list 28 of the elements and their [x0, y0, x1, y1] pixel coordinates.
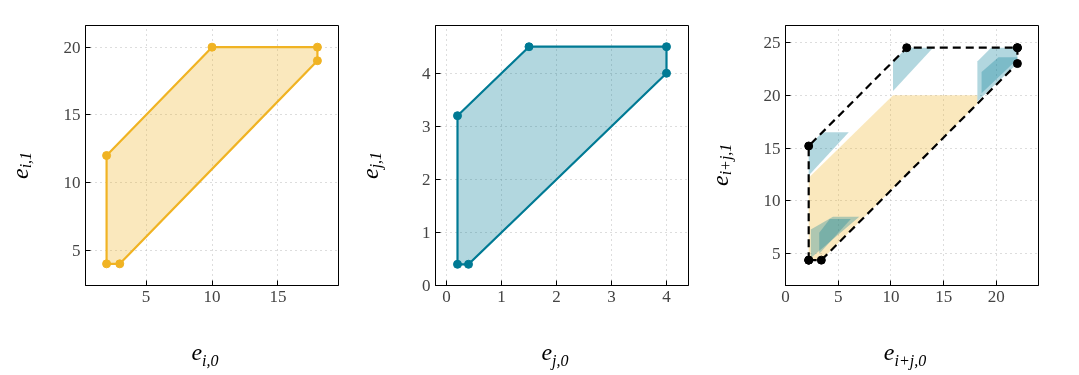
y-tick-label: 20 [763, 85, 781, 105]
x-tick-label: 15 [935, 286, 953, 306]
y-tick-label: 5 [772, 244, 781, 264]
x-axis-title: e$_{i+j,0}$ [883, 338, 927, 372]
x-tick-label: 0 [442, 286, 451, 306]
x-tick-label: 20 [987, 286, 1005, 306]
x-tick-label: 10 [882, 286, 900, 306]
y-tick-label: 15 [63, 105, 81, 125]
y-tick-label: 25 [763, 32, 781, 52]
y-tick-label: 4 [422, 63, 431, 83]
x-axis-title: e$_{i,0}$ [191, 338, 219, 371]
x-tick-label: 3 [607, 286, 616, 306]
y-tick-label: 5 [72, 240, 81, 260]
y-tick-label: 10 [63, 173, 81, 193]
y-tick-label: 2 [422, 169, 431, 189]
x-tick-label: 10 [203, 286, 221, 306]
y-tick-label: 1 [422, 222, 431, 242]
x-tick-label: 5 [833, 286, 843, 306]
y-tick-label: 15 [763, 138, 781, 158]
y-tick-label: 20 [63, 37, 81, 57]
x-tick-label: 5 [141, 286, 151, 306]
y-tick-label: 10 [763, 191, 781, 211]
y-tick-label: 3 [422, 116, 431, 136]
x-axis-title: e$_{j,0}$ [541, 338, 569, 372]
x-tick-label: 2 [552, 286, 561, 306]
x-tick-label: 1 [497, 286, 506, 306]
x-tick-label: 4 [662, 286, 672, 306]
x-tick-label: 15 [269, 286, 287, 306]
